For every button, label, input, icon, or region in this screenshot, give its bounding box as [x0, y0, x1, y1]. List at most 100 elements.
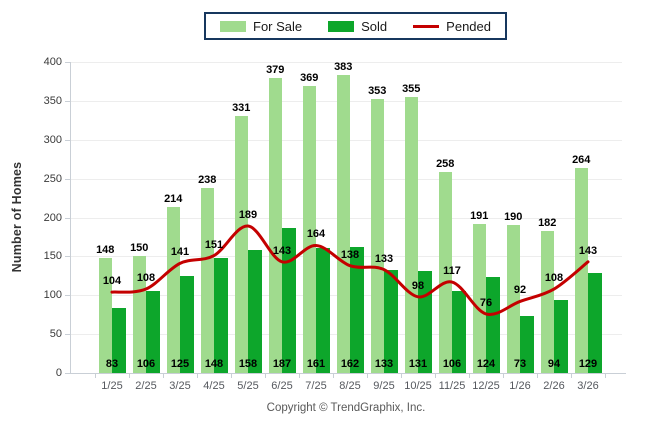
x-tick-11 [469, 374, 470, 378]
for-sale-value-8/25: 383 [334, 61, 353, 74]
for-sale-bar-4/25 [200, 187, 214, 373]
y-tick-300 [65, 139, 70, 141]
for-sale-value-3/26: 264 [572, 153, 591, 166]
x-tick-8 [367, 374, 368, 378]
y-tick-200 [65, 217, 70, 219]
pended-line-swatch-icon [413, 24, 440, 28]
for-sale-bar-6/25 [268, 78, 282, 373]
sold-bar-7/25 [316, 247, 330, 373]
x-tick-13 [537, 374, 538, 378]
for-sale-value-1/25: 148 [96, 243, 115, 256]
x-label-2/25: 2/25 [135, 380, 157, 392]
x-tick-1 [129, 374, 130, 378]
y-tick-label-50: 50 [49, 328, 62, 341]
sold-value-10/25: 131 [408, 358, 428, 370]
sold-value-1/26: 73 [513, 358, 527, 370]
y-tick-label-300: 300 [43, 133, 62, 146]
x-label-11/25: 11/25 [438, 380, 466, 392]
chart-legend: For Sale Sold Pended [204, 12, 507, 40]
sold-value-3/25: 125 [170, 358, 190, 370]
x-tick-3 [197, 374, 198, 378]
for-sale-bar-3/26 [574, 167, 588, 373]
copyright-text: Copyright © TrendGraphix, Inc. [266, 402, 426, 414]
x-tick-9 [401, 374, 402, 378]
pended-value-4/25: 151 [204, 238, 224, 251]
y-tick-100 [65, 295, 70, 297]
y-tick-label-150: 150 [43, 250, 62, 263]
for-sale-value-9/25: 353 [368, 84, 387, 97]
sold-value-6/25: 187 [272, 358, 292, 370]
sold-bar-2/26 [554, 299, 568, 373]
x-label-6/25: 6/25 [271, 380, 293, 392]
sold-bar-8/25 [350, 247, 364, 373]
x-label-3/26: 3/26 [577, 380, 599, 392]
sold-value-2/26: 94 [547, 358, 561, 370]
for-sale-value-12/25: 191 [470, 210, 489, 223]
for-sale-bar-1/26 [506, 225, 520, 373]
x-tick-5 [265, 374, 266, 378]
x-label-2/26: 2/26 [543, 380, 565, 392]
y-tick-label-100: 100 [43, 289, 62, 302]
x-tick-7 [333, 374, 334, 378]
legend-item-pended: Pended [413, 20, 491, 33]
sold-value-7/25: 161 [306, 358, 326, 370]
gridline-400 [70, 62, 622, 63]
x-tick-6 [299, 374, 300, 378]
pended-value-7/25: 164 [306, 228, 326, 241]
pended-value-2/25: 108 [136, 272, 156, 285]
x-label-5/25: 5/25 [237, 380, 259, 392]
y-tick-label-200: 200 [43, 211, 62, 224]
y-tick-250 [65, 178, 70, 180]
sold-value-3/26: 129 [578, 358, 598, 370]
x-tick-2 [163, 374, 164, 378]
y-tick-label-350: 350 [43, 94, 62, 107]
y-tick-50 [65, 334, 70, 336]
pended-value-2/26: 108 [544, 272, 564, 285]
sold-value-11/25: 106 [442, 358, 462, 370]
for-sale-value-4/25: 238 [198, 173, 217, 186]
x-label-3/25: 3/25 [169, 380, 191, 392]
pended-value-3/26: 143 [578, 244, 598, 257]
pended-value-11/25: 117 [443, 265, 461, 278]
for-sale-value-2/25: 150 [130, 242, 149, 255]
x-tick-10 [435, 374, 436, 378]
for-sale-value-10/25: 355 [402, 82, 421, 95]
y-tick-350 [65, 100, 70, 102]
y-tick-label-0: 0 [55, 367, 62, 379]
sold-value-8/25: 162 [340, 358, 360, 370]
x-label-12/25: 12/25 [472, 380, 500, 392]
sold-value-12/25: 124 [476, 358, 496, 370]
sold-bar-5/25 [248, 250, 262, 373]
for-sale-bar-3/25 [166, 206, 180, 373]
sold-value-5/25: 158 [238, 358, 258, 370]
sold-bar-1/26 [520, 316, 534, 373]
legend-label-for-sale: For Sale [253, 18, 303, 34]
sold-bar-1/25 [112, 308, 126, 373]
for-sale-bar-8/25 [336, 75, 350, 373]
pended-value-1/26: 92 [513, 284, 527, 297]
y-axis-title: Number of Homes [10, 161, 24, 273]
for-sale-bar-1/25 [98, 257, 112, 373]
x-tick-0 [95, 374, 96, 378]
for-sale-value-3/25: 214 [164, 192, 183, 205]
x-tick-4 [231, 374, 232, 378]
x-axis-line [66, 373, 626, 374]
y-tick-label-400: 400 [43, 56, 62, 68]
for-sale-value-1/26: 190 [504, 211, 523, 224]
sold-bar-3/26 [588, 272, 602, 373]
x-label-1/25: 1/25 [101, 380, 123, 392]
legend-label-sold: Sold [361, 18, 388, 34]
legend-label-pended: Pended [446, 18, 491, 34]
sold-value-1/25: 83 [105, 358, 119, 370]
pended-value-12/25: 76 [479, 296, 493, 309]
for-sale-bar-2/26 [540, 231, 554, 373]
for-sale-value-6/25: 379 [266, 64, 285, 77]
sold-bar-4/25 [214, 257, 228, 373]
sold-swatch-icon [328, 20, 355, 32]
x-label-10/25: 10/25 [404, 380, 432, 392]
pended-value-6/25: 143 [272, 244, 292, 257]
x-label-7/25: 7/25 [305, 380, 327, 392]
y-tick-150 [65, 256, 70, 258]
pended-value-9/25: 133 [374, 252, 394, 265]
